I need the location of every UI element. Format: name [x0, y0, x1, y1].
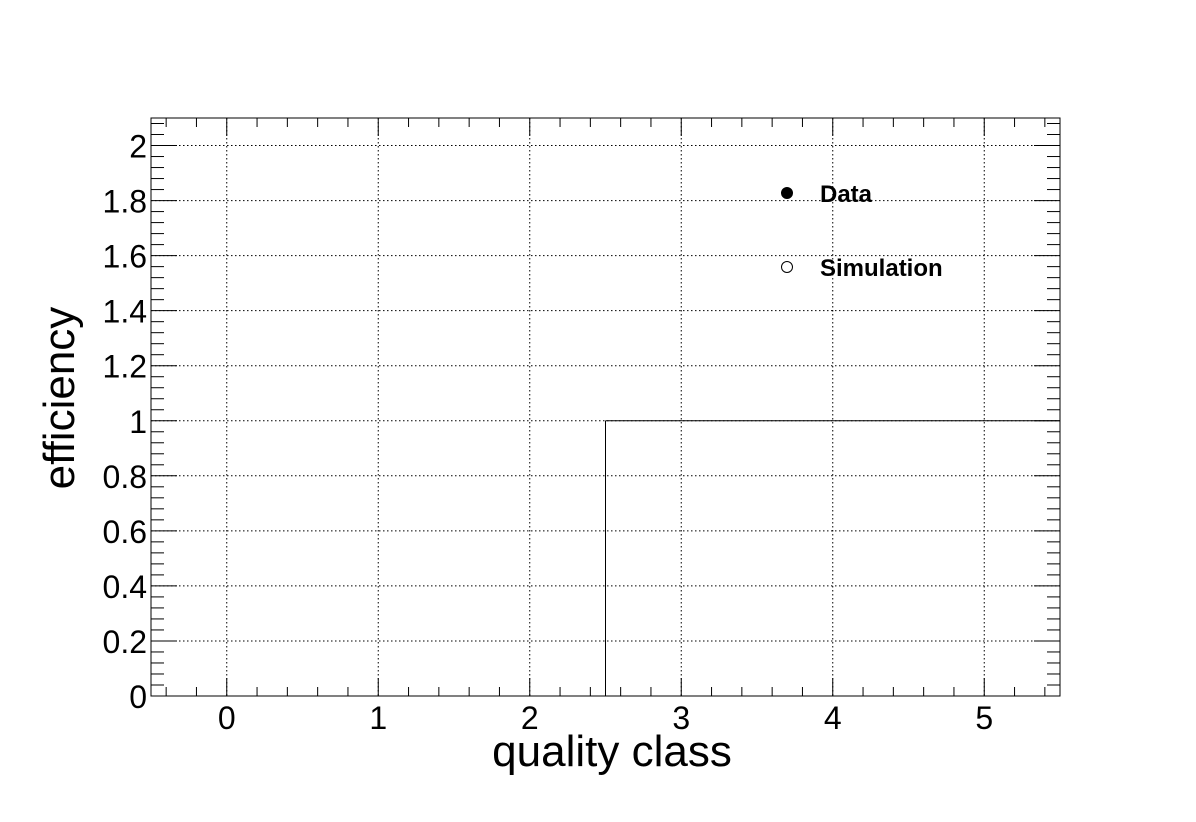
- y-tick-labels: 0 0.2 0.4 0.6 0.8 1 1.2 1.4 1.6 1.8 2: [103, 129, 147, 715]
- y-tick-label: 0.4: [103, 569, 147, 605]
- legend-marker-simulation: [781, 261, 793, 273]
- legend-label-data: Data: [820, 181, 873, 208]
- y-tick-label: 0.6: [103, 514, 147, 550]
- plot-frame: [150, 117, 1061, 697]
- x-axis-title: quality class: [492, 727, 732, 776]
- y-tick-label: 1.4: [103, 294, 147, 330]
- series-layer: [151, 420, 1060, 697]
- y-axis-title: efficiency: [35, 307, 84, 490]
- y-tick-label: 1.2: [103, 349, 147, 385]
- y-tick-label: 2: [129, 129, 147, 165]
- y-tick-label: 0: [129, 679, 147, 715]
- series-data: [151, 420, 1060, 697]
- legend: Data Simulation: [781, 181, 943, 282]
- x-tick-label: 5: [975, 700, 993, 736]
- y-tick-label: 0.2: [103, 624, 147, 660]
- y-tick-label: 1.6: [103, 239, 147, 275]
- y-tick-label: 1: [129, 404, 147, 440]
- axis-ticks: [151, 118, 1060, 697]
- x-tick-label: 3: [672, 700, 690, 736]
- x-tick-label: 1: [369, 700, 387, 736]
- x-tick-labels: 0 1 2 3 4 5: [218, 700, 993, 736]
- x-tick-label: 4: [824, 700, 842, 736]
- x-tick-label: 2: [521, 700, 539, 736]
- y-tick-label: 0.8: [103, 459, 147, 495]
- legend-label-simulation: Simulation: [820, 255, 943, 282]
- legend-marker-data: [781, 187, 793, 199]
- x-tick-label: 0: [218, 700, 236, 736]
- y-tick-label: 1.8: [103, 184, 147, 220]
